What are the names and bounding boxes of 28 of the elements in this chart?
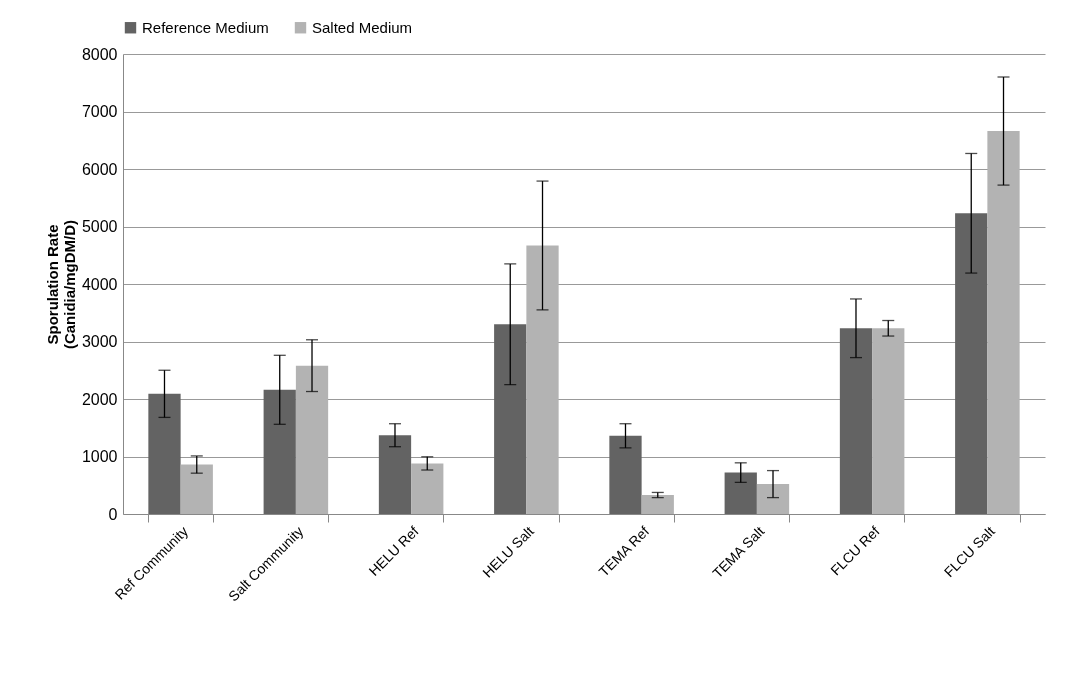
bar xyxy=(609,435,642,514)
bar xyxy=(263,389,296,514)
bar xyxy=(872,328,905,514)
bar xyxy=(987,131,1020,514)
y-axis-title: Sporulation Rate (Canidia/mgDM/D) xyxy=(43,219,78,350)
legend-label: Reference Medium xyxy=(142,18,269,36)
y-tick-label: 4000 xyxy=(81,275,118,293)
bar xyxy=(724,472,757,514)
bar xyxy=(411,463,444,514)
y-tick-label: 7000 xyxy=(81,103,118,120)
y-tick-label: 8000 xyxy=(81,45,118,63)
bar xyxy=(378,435,412,514)
bar xyxy=(641,495,674,514)
bar xyxy=(756,484,790,514)
bar xyxy=(955,213,988,514)
bar xyxy=(180,464,213,514)
y-tick-label: 0 xyxy=(108,505,118,523)
y-tick-label: 6000 xyxy=(81,160,118,178)
bar xyxy=(526,245,559,514)
y-tick-label: 2000 xyxy=(81,390,118,408)
bar xyxy=(295,365,329,514)
bar xyxy=(839,328,873,514)
bar xyxy=(148,393,181,514)
y-tick-label: 3000 xyxy=(81,333,118,350)
y-tick-label: 5000 xyxy=(81,218,118,235)
legend-label: Salted Medium xyxy=(312,18,413,36)
y-tick-label: 1000 xyxy=(81,448,118,465)
bar xyxy=(494,324,527,514)
